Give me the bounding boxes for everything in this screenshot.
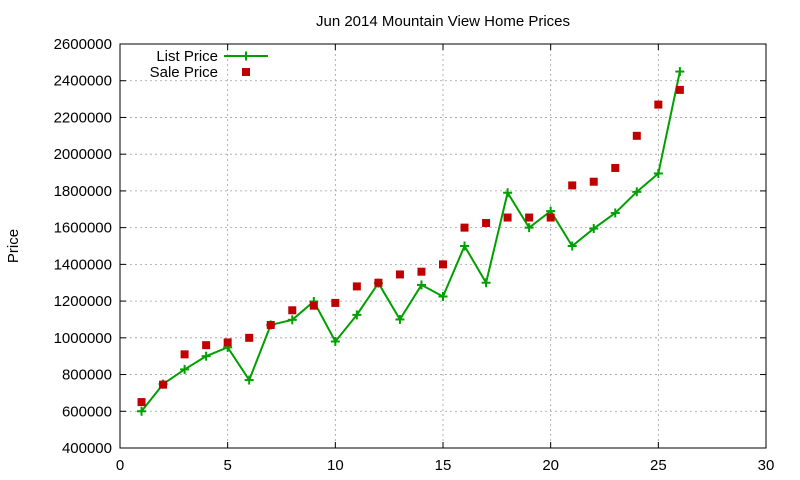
y-tick-label: 1800000 xyxy=(54,183,112,200)
data-point-list-price xyxy=(416,280,426,290)
data-point-sale-price xyxy=(439,260,447,269)
data-point-list-price xyxy=(201,351,211,361)
data-point-sale-price xyxy=(395,270,404,279)
y-tick-label: 1000000 xyxy=(54,330,112,347)
data-point-list-price xyxy=(589,224,599,234)
x-tick-label: 20 xyxy=(542,457,559,474)
data-point-list-price xyxy=(137,406,147,416)
data-point-list-price xyxy=(632,187,642,197)
data-point-list-price xyxy=(330,336,340,346)
grid-lines xyxy=(120,44,766,448)
data-point-sale-price xyxy=(460,223,469,232)
series-sale-price xyxy=(137,85,684,407)
data-point-sale-price xyxy=(159,380,168,389)
data-point-sale-price xyxy=(632,131,641,140)
data-point-sale-price xyxy=(180,350,189,359)
x-tick-label: 30 xyxy=(758,457,775,474)
data-point-sale-price xyxy=(223,338,232,347)
data-point-sale-price xyxy=(654,100,663,109)
data-point-sale-price xyxy=(611,163,620,172)
data-point-sale-price xyxy=(202,341,211,350)
chart-title: Jun 2014 Mountain View Home Prices xyxy=(316,13,570,30)
data-point-list-price xyxy=(524,223,534,233)
y-tick-label: 600000 xyxy=(62,403,112,420)
y-tick-label: 2000000 xyxy=(54,146,112,163)
y-tick-label: 2400000 xyxy=(54,73,112,90)
series-layer xyxy=(137,67,685,416)
legend-swatches xyxy=(224,51,268,76)
data-point-sale-price xyxy=(245,333,254,342)
y-tick-label: 400000 xyxy=(62,440,112,457)
legend: List Price Sale Price xyxy=(150,48,268,81)
data-point-sale-price xyxy=(137,398,146,407)
data-point-sale-price xyxy=(482,219,491,228)
data-point-list-price xyxy=(503,188,513,198)
y-tick-label: 1400000 xyxy=(54,256,112,273)
data-point-list-price xyxy=(653,168,663,178)
data-point-list-price xyxy=(567,241,577,251)
y-tick-label: 1200000 xyxy=(54,293,112,310)
y-axis-tick-labels: 400000 600000 800000 1000000 1200000 1400000 1… xyxy=(54,36,112,457)
y-tick-label: 2600000 xyxy=(54,36,112,53)
data-point-list-price xyxy=(675,67,685,77)
data-point-sale-price xyxy=(352,282,361,291)
series-line-list-price xyxy=(140,71,681,412)
data-point-sale-price xyxy=(675,85,684,94)
data-point-list-price xyxy=(244,375,254,385)
data-point-list-price xyxy=(460,241,470,251)
legend-swatch-sale-price xyxy=(242,68,250,76)
data-point-list-price xyxy=(180,364,190,374)
legend-label-sale-price: Sale Price xyxy=(150,64,218,81)
data-point-sale-price xyxy=(374,278,383,287)
data-point-sale-price xyxy=(589,177,598,186)
data-point-list-price xyxy=(610,208,620,218)
legend-marker-list-price xyxy=(241,51,251,61)
x-tick-label: 0 xyxy=(116,457,124,474)
x-tick-label: 15 xyxy=(435,457,452,474)
series-list-price xyxy=(137,67,685,416)
y-axis-label: Price xyxy=(5,229,22,263)
x-tick-label: 10 xyxy=(327,457,344,474)
data-point-list-price xyxy=(438,292,448,301)
data-point-sale-price xyxy=(417,267,426,276)
data-point-sale-price xyxy=(288,306,297,315)
data-point-sale-price xyxy=(525,213,534,222)
data-point-sale-price xyxy=(331,298,340,307)
data-point-sale-price xyxy=(546,213,555,222)
data-point-sale-price xyxy=(503,213,512,222)
x-tick-label: 25 xyxy=(650,457,667,474)
data-point-list-price xyxy=(395,314,405,324)
x-tick-label: 5 xyxy=(223,457,231,474)
x-axis-tick-labels: 0 5 10 15 20 25 30 xyxy=(116,457,775,474)
data-point-list-price xyxy=(352,310,362,320)
data-point-list-price xyxy=(287,315,297,325)
y-tick-label: 1600000 xyxy=(54,220,112,237)
data-point-sale-price xyxy=(309,301,318,310)
y-tick-label: 2200000 xyxy=(54,109,112,126)
data-point-list-price xyxy=(481,278,491,288)
data-point-sale-price xyxy=(266,320,275,329)
legend-label-list-price: List Price xyxy=(156,48,218,65)
axis-ticks xyxy=(119,43,767,449)
data-point-sale-price xyxy=(568,181,577,190)
y-tick-label: 800000 xyxy=(62,367,112,384)
